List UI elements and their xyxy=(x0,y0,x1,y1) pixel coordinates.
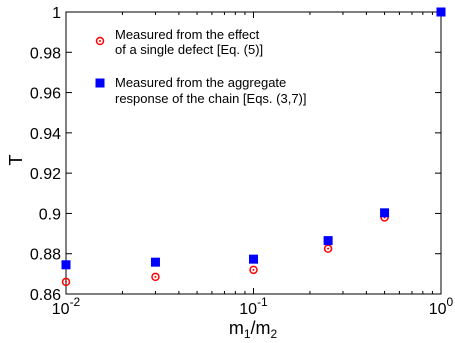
y-tick-label: 0.86 xyxy=(30,287,61,304)
y-tick-label: 0.98 xyxy=(30,45,61,62)
y-tick-label: 0.94 xyxy=(30,126,61,143)
data-point-circle-dot xyxy=(252,268,255,271)
legend: Measured from the effect of a single def… xyxy=(95,27,307,106)
y-tick-label: 0.9 xyxy=(39,206,61,223)
data-point-square xyxy=(380,208,390,218)
data-point-circle xyxy=(323,244,333,253)
data-point-square xyxy=(249,254,258,264)
plot-area xyxy=(65,11,442,295)
legend-entry-1-line-2: of a single defect [Eq. (5)] xyxy=(115,42,263,57)
x-tick-label: 100 xyxy=(429,295,454,318)
x-tick-label-base: 10 xyxy=(429,301,447,318)
x-axis-label-sub1: 1 xyxy=(244,327,251,341)
data-point-square xyxy=(436,7,446,17)
data-point-circle-dot xyxy=(327,247,330,250)
y-tick-label: 0.96 xyxy=(30,86,61,103)
y-axis-label: T xyxy=(6,155,26,166)
x-tick-label: 10-1 xyxy=(239,295,268,318)
data-point-square xyxy=(150,257,160,267)
data-points xyxy=(61,7,446,287)
x-tick-label-exponent: 0 xyxy=(447,295,454,309)
y-tick-label: 0.92 xyxy=(30,166,61,183)
data-point-square xyxy=(323,236,333,246)
data-point-square xyxy=(61,260,71,270)
legend-entry-2-line-1: Measured from the aggregate xyxy=(115,75,286,90)
data-point-circle xyxy=(249,265,258,275)
y-tick-label: 0.88 xyxy=(30,247,61,264)
x-tick-label-base: 10 xyxy=(239,301,257,318)
x-axis-label: m1/m2 xyxy=(229,318,278,341)
legend-marker-circle xyxy=(95,36,105,46)
x-tick-label-exponent: -2 xyxy=(70,295,81,309)
legend-marker-circle-dot xyxy=(99,40,101,42)
y-tick-label: 1 xyxy=(52,5,61,22)
legend-entry-1-line-1: Measured from the effect xyxy=(115,27,260,42)
data-point-circle-dot xyxy=(154,275,157,278)
legend-marker-square xyxy=(95,78,105,88)
axis-ticks xyxy=(65,11,442,295)
x-tick-label: 10-2 xyxy=(52,295,81,318)
legend-entry-2-line-2: response of the chain [Eqs. (3,7)] xyxy=(115,91,307,106)
data-point-circle xyxy=(151,272,160,282)
x-tick-label-exponent: -1 xyxy=(257,295,268,309)
x-axis-label-slash: /m xyxy=(251,318,271,338)
x-axis-label-sub2: 2 xyxy=(271,327,278,341)
data-point-circle-dot xyxy=(65,280,67,283)
data-point-circle xyxy=(61,277,71,287)
x-axis-label-main: m xyxy=(229,318,244,338)
x-tick-label-base: 10 xyxy=(52,301,70,318)
